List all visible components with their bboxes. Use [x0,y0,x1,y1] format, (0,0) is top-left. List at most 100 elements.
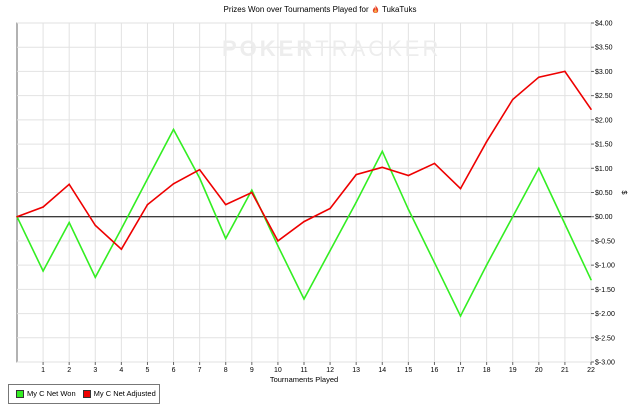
x-tick-label: 1 [41,367,45,374]
x-tick-label: 6 [172,367,176,374]
x-tick-label: 20 [535,367,543,374]
y-tick-label: $-2.50 [595,335,615,342]
data-point [277,244,279,247]
legend-label-net-won: My C Net Won [27,389,76,398]
data-point [459,187,462,190]
y-tick-label: $1.50 [595,142,613,149]
data-point [564,70,566,73]
pokertracker-watermark: POKERTRACKER [222,36,441,62]
data-point [146,203,149,206]
data-point [381,166,384,169]
y-tick-label: $-1.50 [595,287,615,294]
data-point [146,178,149,180]
x-tick-label: 12 [326,367,334,374]
legend-swatch-net-adjusted [82,390,91,398]
y-tick-label: $4.00 [595,21,613,28]
grid-lines [17,22,592,363]
data-point [172,128,175,131]
watermark-part-1: POKER [222,36,316,61]
data-point [355,173,357,176]
data-point [198,168,201,171]
data-point [277,240,279,242]
data-point [407,208,410,211]
data-point [42,270,44,272]
data-point [538,76,540,79]
y-tick-label: $-0.50 [595,238,615,245]
data-point [224,237,227,240]
flame-icon [372,5,379,13]
data-point [172,182,175,185]
data-point [120,228,123,230]
x-tick-label: 15 [404,367,412,374]
y-axis-ticks: $-3.00 $-2.50 $-2.00 $-1.50 $-1.00 $-0.50 $0.0… [591,21,615,367]
data-point [68,183,70,186]
y-tick-label: $0.00 [595,214,613,221]
data-point [590,278,592,281]
data-point [42,206,44,208]
x-tick-label: 13 [352,367,360,374]
x-tick-label: 5 [146,367,150,374]
data-point [407,174,410,177]
legend-swatch-net-won [16,390,24,398]
chart-legend: My C Net Won My C Net Adjusted [8,384,160,404]
legend-label-net-adjusted: My C Net Adjusted [93,389,156,398]
x-tick-label: 9 [250,367,254,374]
data-point [329,207,331,210]
data-point [564,223,566,225]
data-point [329,249,331,252]
y-tick-label: $1.00 [595,166,613,173]
data-point [381,150,384,153]
data-point [459,315,462,317]
data-point [590,108,592,111]
x-tick-label: 3 [93,367,97,374]
x-tick-label: 21 [561,367,569,374]
data-point [68,221,70,224]
chart-title-player: TukaTuks [381,5,417,14]
x-tick-label: 14 [378,367,386,374]
x-tick-label: 7 [198,367,202,374]
y-tick-label: $2.50 [595,93,613,100]
y-tick-label: $-3.00 [595,360,615,367]
x-tick-label: 10 [274,367,282,374]
chart-title-prefix: Prizes Won over Tournaments Played for [223,5,369,14]
data-point [433,261,436,264]
data-point [16,215,18,218]
legend-item-net-won[interactable]: My C Net Won [16,385,76,403]
x-tick-label: 2 [67,367,71,374]
data-point [303,220,305,223]
data-point [251,189,253,191]
y-tick-label: $-2.00 [595,311,615,318]
x-tick-label: 22 [587,367,595,374]
x-tick-label: 8 [224,367,228,374]
data-point [94,276,97,279]
data-point [251,191,253,194]
series-points-net-adjusted [16,70,592,250]
x-tick-label: 19 [509,367,517,374]
x-tick-label: 11 [300,367,307,374]
watermark-part-2: TRACKER [315,36,442,61]
data-point [303,298,305,300]
data-point [94,224,97,227]
data-point [433,162,436,165]
data-point [538,167,540,170]
y-tick-label: $-1.00 [595,263,615,270]
x-tick-label: 17 [457,367,465,374]
y-axis-label: $ [620,190,629,195]
data-point [224,203,227,206]
y-tick-label: $2.00 [595,117,613,124]
data-point [485,264,488,266]
y-tick-label: $3.50 [595,45,613,52]
x-axis-ticks: 1 2 3 4 5 6 7 8 9 10 11 12 13 14 15 16 17 18 19 20 21 22 [41,362,595,374]
data-point [485,140,488,143]
x-axis-label: Tournaments Played [270,375,338,384]
data-point [120,248,123,250]
x-tick-label: 4 [119,367,123,374]
legend-item-net-adjusted[interactable]: My C Net Adjusted [82,385,156,403]
x-tick-label: 18 [483,367,491,374]
y-tick-label: $3.00 [595,69,613,76]
data-point [198,177,201,179]
y-tick-label: $0.50 [595,190,613,197]
data-point [355,201,357,203]
chart-title: Prizes Won over Tournaments Played for T… [0,5,640,15]
